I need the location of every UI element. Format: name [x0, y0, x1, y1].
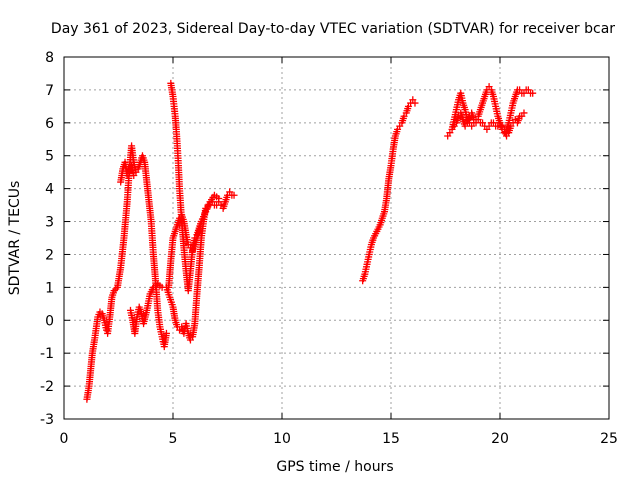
data-point — [529, 89, 537, 97]
x-tick-label: 5 — [169, 431, 178, 447]
series-segment-1c — [126, 188, 238, 344]
x-tick-label: 0 — [60, 431, 69, 447]
y-tick-label: 0 — [45, 313, 54, 329]
series-segment-2 — [359, 96, 419, 285]
y-tick-label: 2 — [45, 247, 54, 263]
data-points — [83, 79, 537, 403]
y-tick-label: -2 — [40, 379, 54, 395]
data-point — [112, 285, 120, 293]
x-tick-label: 10 — [273, 431, 291, 447]
x-tick-label: 20 — [491, 431, 509, 447]
y-tick-label: 8 — [45, 50, 54, 66]
chart-title: Day 361 of 2023, Sidereal Day-to-day VTE… — [51, 21, 615, 37]
data-point — [110, 287, 118, 295]
axis-ticks: 0 5 10 15 20 25 -3 -2 -1 0 1 2 3 4 5 6 7 8 — [40, 50, 618, 447]
x-axis-label: GPS time / hours — [276, 459, 393, 475]
x-tick-label: 15 — [382, 431, 400, 447]
series-segment-3a — [444, 83, 537, 140]
y-axis-label: SDTVAR / TECUs — [7, 181, 23, 296]
plot-frame — [63, 56, 610, 420]
data-point — [411, 99, 419, 107]
data-point — [230, 191, 238, 199]
series-segment-1e — [165, 191, 223, 291]
y-tick-label: 3 — [45, 215, 54, 231]
x-tick-label: 25 — [600, 431, 618, 447]
series-segment-1a — [83, 142, 170, 403]
y-tick-label: 6 — [45, 116, 54, 132]
y-tick-label: 1 — [45, 280, 54, 296]
y-tick-label: -3 — [40, 412, 54, 428]
data-point — [162, 329, 170, 337]
y-tick-label: 4 — [45, 182, 54, 198]
series-segment-3b — [450, 109, 528, 140]
grid — [64, 57, 609, 419]
data-point — [215, 195, 223, 203]
y-tick-label: -1 — [40, 346, 54, 362]
y-tick-label: 7 — [45, 83, 54, 99]
data-point — [130, 171, 138, 179]
y-tick-label: 5 — [45, 149, 54, 165]
data-point — [520, 109, 528, 117]
series-segment-1b — [117, 158, 138, 186]
